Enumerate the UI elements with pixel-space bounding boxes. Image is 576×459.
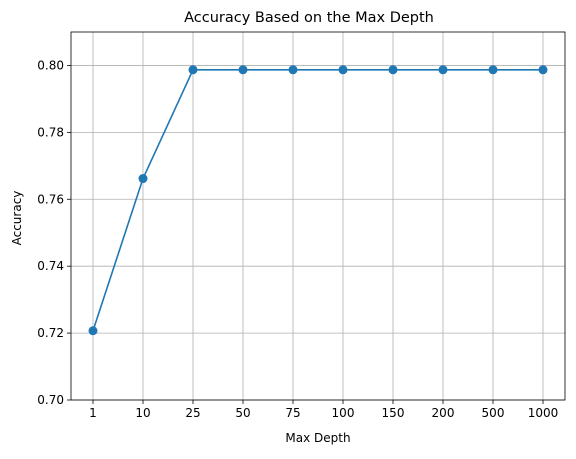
data-point xyxy=(238,65,248,75)
y-tick-label: 0.78 xyxy=(37,125,64,139)
x-tick-label: 500 xyxy=(482,406,505,420)
data-point xyxy=(438,65,448,75)
y-tick-label: 0.76 xyxy=(37,192,64,206)
axes-layer xyxy=(70,31,566,401)
chart-title: Accuracy Based on the Max Depth xyxy=(184,10,434,26)
x-axis-label: Max Depth xyxy=(285,431,350,445)
data-point xyxy=(538,65,548,75)
data-point xyxy=(138,174,148,184)
x-tick-label: 50 xyxy=(235,406,250,420)
data-point xyxy=(88,326,98,336)
x-tick-label: 100 xyxy=(332,406,355,420)
series-line xyxy=(92,69,543,331)
data-point xyxy=(188,65,198,75)
data-point xyxy=(288,65,298,75)
x-tick-label: 75 xyxy=(285,406,300,420)
x-tick-label: 25 xyxy=(185,406,200,420)
series-layer xyxy=(88,65,548,336)
y-tick-label: 0.74 xyxy=(37,259,64,273)
ticks-layer: 1 10 25 50 75 100 150 200 500 1000 0.70 0.72 0.74 0.7… xyxy=(37,58,558,420)
data-point xyxy=(388,65,398,75)
x-tick-label: 1000 xyxy=(528,406,559,420)
grid-layer xyxy=(71,32,565,401)
data-point xyxy=(338,65,348,75)
plot-frame xyxy=(70,31,566,401)
x-tick-label: 1 xyxy=(89,406,97,420)
data-point xyxy=(488,65,498,75)
x-tick-label: 10 xyxy=(135,406,150,420)
y-axis-label: Accuracy xyxy=(10,191,24,246)
y-tick-label: 0.72 xyxy=(37,326,64,340)
x-tick-label: 200 xyxy=(432,406,455,420)
y-tick-label: 0.80 xyxy=(37,58,64,72)
x-tick-label: 150 xyxy=(382,406,405,420)
y-tick-label: 0.70 xyxy=(37,393,64,407)
